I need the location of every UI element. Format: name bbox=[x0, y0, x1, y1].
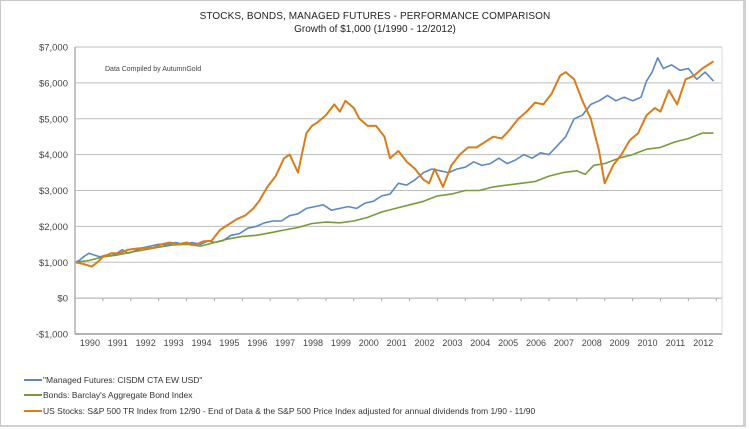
series-line-managed-futures bbox=[74, 56, 715, 264]
y-tick-label: $3,000 bbox=[39, 186, 68, 197]
series-line-us-stocks bbox=[74, 60, 715, 268]
x-tick-label: 1990 bbox=[80, 338, 100, 348]
x-tick-label: 1995 bbox=[219, 338, 239, 348]
chart-title: STOCKS, BONDS, MANAGED FUTURES - PERFORM… bbox=[199, 11, 551, 22]
chart-subtitle: Growth of $1,000 (1/1990 - 12/2012) bbox=[294, 24, 456, 35]
x-tick-label: 2012 bbox=[693, 338, 713, 348]
x-tick-label: 1992 bbox=[136, 338, 156, 348]
legend-swatch-bonds bbox=[24, 394, 42, 397]
x-tick-label: 2006 bbox=[526, 338, 546, 348]
legend-label: US Stocks: S&P 500 TR Index from 12/90 -… bbox=[43, 405, 536, 416]
x-tick-label: 2001 bbox=[387, 338, 407, 348]
y-tick-label: $0 bbox=[57, 294, 68, 305]
y-tick-label: -$1,000 bbox=[36, 330, 68, 341]
x-tick-label: 2002 bbox=[414, 338, 434, 348]
y-axis-ticks: $7,000 $6,000 $5,000 $4,000 $3,000 $2,000 $1,0… bbox=[36, 43, 68, 341]
series-line-bonds bbox=[74, 132, 714, 264]
y-tick-label: $4,000 bbox=[39, 150, 68, 161]
y-tick-label: $2,000 bbox=[39, 222, 68, 233]
y-tick-label: $5,000 bbox=[39, 114, 68, 125]
x-tick-label: 2000 bbox=[359, 338, 379, 348]
legend: "Managed Futures: CISDM CTA EW USD" Bond… bbox=[24, 372, 535, 419]
y-tick-label: $1,000 bbox=[39, 258, 68, 269]
x-tick-label: 1997 bbox=[275, 338, 295, 348]
x-tick-label: 1991 bbox=[108, 338, 128, 348]
legend-swatch-managed-futures bbox=[24, 378, 42, 381]
x-tick-label: 2003 bbox=[442, 338, 462, 348]
x-tick-label: 1998 bbox=[303, 338, 323, 348]
y-tick-label: $6,000 bbox=[39, 78, 68, 89]
x-tick-label: 2009 bbox=[610, 338, 630, 348]
legend-item-bonds: Bonds: Barclay's Aggregate Bond Index bbox=[24, 388, 535, 404]
x-tick-label: 1993 bbox=[164, 338, 184, 348]
series-lines bbox=[74, 56, 715, 268]
x-tick-label: 1999 bbox=[331, 338, 351, 348]
legend-label: "Managed Futures: CISDM CTA EW USD" bbox=[43, 374, 203, 385]
x-axis-ticks: 1990 1991 1992 1993 1994 1995 1996 1997 1998 1999… bbox=[80, 298, 717, 348]
x-tick-label: 2011 bbox=[666, 338, 685, 348]
legend-item-us-stocks: US Stocks: S&P 500 TR Index from 12/90 -… bbox=[24, 403, 535, 419]
x-tick-label: 2007 bbox=[554, 338, 574, 348]
x-tick-label: 2004 bbox=[470, 338, 490, 348]
y-tick-label: $7,000 bbox=[39, 43, 68, 54]
legend-swatch-us-stocks bbox=[24, 409, 42, 412]
x-tick-label: 1994 bbox=[191, 338, 211, 348]
x-tick-label: 1996 bbox=[247, 338, 267, 348]
legend-item-managed-futures: "Managed Futures: CISDM CTA EW USD" bbox=[24, 372, 535, 388]
x-tick-label: 2010 bbox=[638, 338, 658, 348]
data-source-annotation: Data Compiled by AutumnGold bbox=[105, 66, 201, 73]
x-tick-label: 2005 bbox=[498, 338, 518, 348]
legend-label: Bonds: Barclay's Aggregate Bond Index bbox=[43, 390, 193, 401]
gridlines bbox=[75, 46, 722, 299]
x-tick-label: 2008 bbox=[582, 338, 602, 348]
